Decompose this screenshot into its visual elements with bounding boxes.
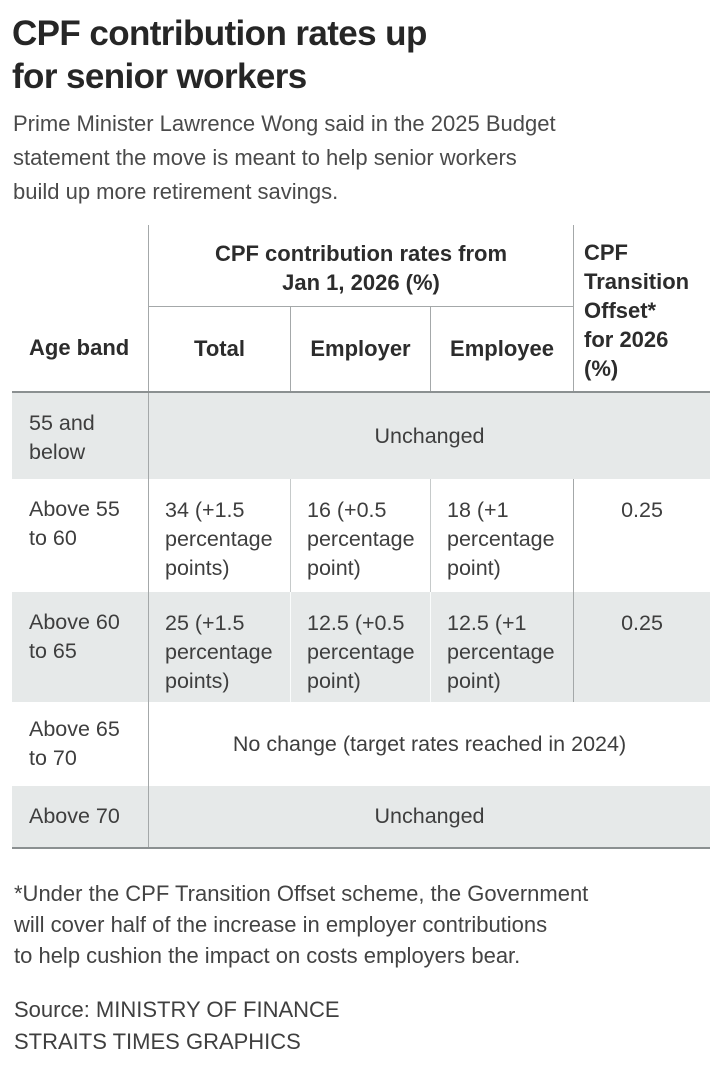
source-credit: Source: MINISTRY OF FINANCE STRAITS TIME… bbox=[14, 994, 340, 1058]
age-band-cell: 55 and below bbox=[29, 411, 95, 464]
table-row-above-55-to-60: Above 55 to 60 34 (+1.5 percentage point… bbox=[12, 479, 710, 592]
title-line-1: CPF contribution rates up bbox=[12, 14, 427, 53]
rates-table: Age band CPF contribution rates from Jan… bbox=[12, 225, 710, 849]
table-row-above-70: Above 70 Unchanged bbox=[12, 786, 710, 847]
intro-line-1: Prime Minister Lawrence Wong said in the… bbox=[13, 111, 556, 136]
column-header-total: Total bbox=[194, 335, 245, 361]
table-header: Age band CPF contribution rates from Jan… bbox=[12, 225, 710, 391]
intro-text: Prime Minister Lawrence Wong said in the… bbox=[13, 107, 556, 209]
title-line-2: for senior workers bbox=[12, 57, 307, 96]
source-line: Source: MINISTRY OF FINANCE bbox=[14, 997, 340, 1022]
age-band-cell: Above 65 to 70 bbox=[29, 717, 120, 770]
merged-value-cell: Unchanged bbox=[148, 393, 710, 479]
employee-cell: 12.5 (+1 percentage point) bbox=[430, 592, 573, 702]
column-group-header: CPF contribution rates from Jan 1, 2026 … bbox=[214, 241, 508, 296]
graphics-credit-line: STRAITS TIMES GRAPHICS bbox=[14, 1029, 301, 1054]
column-header-employee: Employee bbox=[430, 306, 573, 391]
sub-header-row: Total Employer Employee bbox=[149, 305, 573, 391]
footnote-line-3: to help cushion the impact on costs empl… bbox=[14, 943, 521, 968]
intro-line-3: build up more retirement savings. bbox=[13, 179, 339, 204]
footnote-line-1: *Under the CPF Transition Offset scheme,… bbox=[14, 881, 589, 906]
age-band-cell: Above 55 to 60 bbox=[29, 497, 120, 550]
rates-column-group: CPF contribution rates from Jan 1, 2026 … bbox=[148, 225, 573, 391]
column-header-employer: Employer bbox=[290, 306, 430, 391]
total-cell: 25 (+1.5 percentage points) bbox=[148, 592, 290, 702]
employee-cell: 18 (+1 percentage point) bbox=[430, 479, 573, 592]
table-row-above-60-to-65: Above 60 to 65 25 (+1.5 percentage point… bbox=[12, 592, 710, 702]
age-band-cell: Above 70 bbox=[29, 804, 120, 828]
offset-cell: 0.25 bbox=[573, 479, 710, 592]
merged-value-cell: No change (target rates reached in 2024) bbox=[148, 702, 710, 786]
column-header-transition-offset: CPF Transition Offset* for 2026 (%) bbox=[573, 225, 710, 391]
footnote: *Under the CPF Transition Offset scheme,… bbox=[14, 878, 588, 971]
employer-cell: 12.5 (+0.5 percentage point) bbox=[290, 592, 430, 702]
table-bottom-line bbox=[12, 847, 710, 849]
column-header-age-band: Age band bbox=[29, 335, 130, 360]
header-divider-line bbox=[12, 391, 710, 393]
total-cell: 34 (+1.5 percentage points) bbox=[148, 479, 290, 592]
table-row-above-65-to-70: Above 65 to 70 No change (target rates r… bbox=[12, 702, 710, 786]
employer-cell: 16 (+0.5 percentage point) bbox=[290, 479, 430, 592]
intro-line-2: statement the move is meant to help seni… bbox=[13, 145, 517, 170]
footnote-line-2: will cover half of the increase in emplo… bbox=[14, 912, 548, 937]
page-title: CPF contribution rates up for senior wor… bbox=[12, 12, 427, 98]
age-band-cell: Above 60 to 65 bbox=[29, 610, 120, 663]
table-row-55-and-below: 55 and below Unchanged bbox=[12, 393, 710, 479]
offset-cell: 0.25 bbox=[573, 592, 710, 702]
merged-value-cell: Unchanged bbox=[148, 786, 710, 847]
